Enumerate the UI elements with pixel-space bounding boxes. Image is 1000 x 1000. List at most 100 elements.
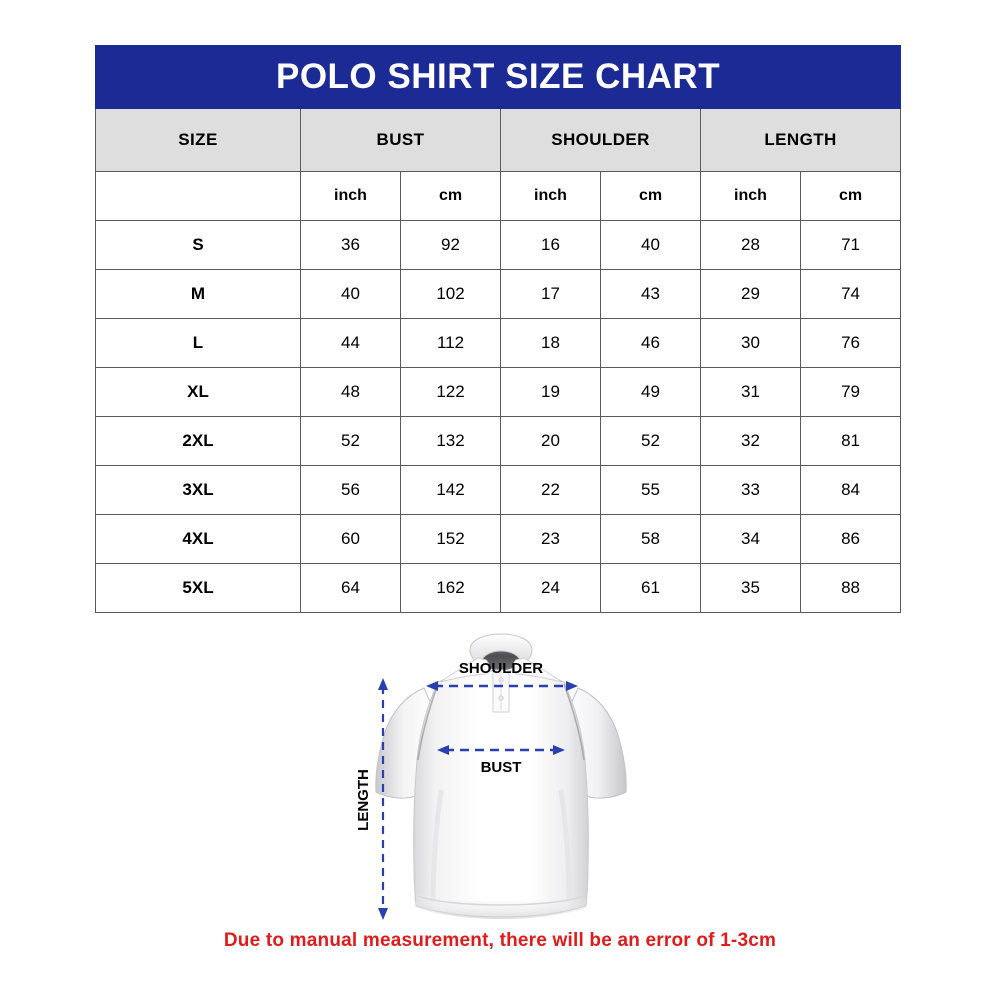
- value-cell-bust-inch: 48: [300, 367, 401, 417]
- value-cell-bust-inch: 44: [300, 318, 401, 368]
- value-cell-length-cm: 84: [799, 465, 902, 515]
- unit-blank-cell: [95, 171, 301, 221]
- column-group-bust: BUST: [300, 108, 501, 172]
- placket-button-bottom: [498, 695, 504, 701]
- table-row: M 40 102 17 43 29 74: [95, 269, 902, 319]
- value-cell-bust-inch: 56: [300, 465, 401, 515]
- length-label: LENGTH: [355, 769, 372, 831]
- collar-left-wing: [439, 657, 490, 683]
- length-arrowhead-bottom: [378, 908, 388, 920]
- unit-bust-inch: inch: [300, 171, 401, 221]
- value-cell-length-inch: 35: [700, 563, 801, 613]
- table-row: XL 48 122 19 49 31 79: [95, 367, 902, 417]
- measurement-diagram: SHOULDER BUST LENGTH: [0, 620, 1000, 940]
- shoulder-measure-group: SHOULDER: [426, 660, 578, 691]
- size-cell: M: [95, 269, 301, 319]
- value-cell-bust-cm: 122: [400, 367, 501, 417]
- shirt-graphic: [375, 633, 627, 919]
- bust-arrowhead-left: [437, 745, 449, 755]
- value-cell-shoulder-inch: 16: [500, 220, 601, 270]
- group-header-row: SIZE BUST SHOULDER LENGTH: [95, 108, 902, 172]
- value-cell-shoulder-cm: 43: [600, 269, 701, 319]
- measurement-disclaimer: Due to manual measurement, there will be…: [223, 930, 777, 951]
- value-cell-bust-cm: 142: [400, 465, 501, 515]
- bust-arrowhead-right: [553, 745, 565, 755]
- column-group-size: SIZE: [95, 108, 301, 172]
- value-cell-length-inch: 30: [700, 318, 801, 368]
- value-cell-length-cm: 79: [799, 367, 902, 417]
- value-cell-bust-inch: 52: [300, 416, 401, 466]
- polo-shirt-illustration: SHOULDER BUST LENGTH: [355, 633, 627, 920]
- value-cell-length-cm: 76: [799, 318, 902, 368]
- value-cell-shoulder-cm: 58: [600, 514, 701, 564]
- size-cell: 3XL: [95, 465, 301, 515]
- table-row: S 36 92 16 40 28 71: [95, 220, 902, 270]
- bust-measure-group: BUST: [437, 745, 565, 776]
- value-cell-shoulder-cm: 61: [600, 563, 701, 613]
- value-cell-length-inch: 33: [700, 465, 801, 515]
- shoulder-arrowhead-left: [426, 681, 438, 691]
- value-cell-length-cm: 86: [799, 514, 902, 564]
- value-cell-shoulder-inch: 20: [500, 416, 601, 466]
- length-arrowhead-top: [378, 678, 388, 690]
- value-cell-length-cm: 88: [799, 563, 902, 613]
- unit-header-row: inch cm inch cm inch cm: [95, 171, 902, 221]
- value-cell-length-cm: 81: [799, 416, 902, 466]
- size-cell: XL: [95, 367, 301, 417]
- shoulder-arrowhead-right: [566, 681, 578, 691]
- value-cell-shoulder-inch: 18: [500, 318, 601, 368]
- value-cell-bust-inch: 64: [300, 563, 401, 613]
- size-cell: 2XL: [95, 416, 301, 466]
- placket-button-top: [498, 677, 504, 683]
- unit-shoulder-inch: inch: [500, 171, 601, 221]
- value-cell-bust-cm: 92: [400, 220, 501, 270]
- value-cell-bust-cm: 162: [400, 563, 501, 613]
- value-cell-length-inch: 28: [700, 220, 801, 270]
- value-cell-length-cm: 74: [799, 269, 902, 319]
- value-cell-bust-cm: 132: [400, 416, 501, 466]
- table-row: 5XL 64 162 24 61 35 88: [95, 563, 902, 613]
- length-measure-group: LENGTH: [355, 678, 388, 920]
- value-cell-bust-cm: 112: [400, 318, 501, 368]
- collar-right-wing: [512, 657, 563, 683]
- value-cell-bust-inch: 36: [300, 220, 401, 270]
- value-cell-length-cm: 71: [799, 220, 902, 270]
- size-cell: S: [95, 220, 301, 270]
- value-cell-bust-cm: 102: [400, 269, 501, 319]
- page-title: POLO SHIRT SIZE CHART: [94, 45, 902, 109]
- value-cell-length-inch: 29: [700, 269, 801, 319]
- value-cell-bust-inch: 40: [300, 269, 401, 319]
- shoulder-label: SHOULDER: [459, 660, 543, 677]
- title-row: POLO SHIRT SIZE CHART: [94, 45, 902, 109]
- size-cell: 5XL: [95, 563, 301, 613]
- value-cell-shoulder-cm: 55: [600, 465, 701, 515]
- unit-length-cm: cm: [799, 171, 902, 221]
- value-cell-shoulder-inch: 24: [500, 563, 601, 613]
- table-row: L 44 112 18 46 30 76: [95, 318, 902, 368]
- value-cell-bust-cm: 152: [400, 514, 501, 564]
- size-chart-table: POLO SHIRT SIZE CHART SIZE BUST SHOULDER…: [94, 45, 902, 613]
- value-cell-length-inch: 32: [700, 416, 801, 466]
- table-row: 4XL 60 152 23 58 34 86: [95, 514, 902, 564]
- body-fold-left: [430, 789, 444, 903]
- value-cell-shoulder-cm: 40: [600, 220, 701, 270]
- column-group-shoulder: SHOULDER: [500, 108, 701, 172]
- value-cell-length-inch: 31: [700, 367, 801, 417]
- shirt-hem-line: [417, 895, 585, 906]
- left-armhole-seam: [417, 683, 439, 761]
- size-rows-body: S 36 92 16 40 28 71 M 40 102 17 43 29 74 L 44 112 18 46 30 7…: [95, 220, 902, 613]
- value-cell-shoulder-cm: 46: [600, 318, 701, 368]
- value-cell-shoulder-inch: 22: [500, 465, 601, 515]
- body-fold-right: [558, 789, 572, 903]
- size-cell: 4XL: [95, 514, 301, 564]
- column-group-length: LENGTH: [699, 108, 902, 172]
- value-cell-length-inch: 34: [700, 514, 801, 564]
- value-cell-shoulder-inch: 19: [500, 367, 601, 417]
- value-cell-shoulder-cm: 49: [600, 367, 701, 417]
- size-cell: L: [95, 318, 301, 368]
- unit-length-inch: inch: [700, 171, 801, 221]
- value-cell-shoulder-inch: 17: [500, 269, 601, 319]
- value-cell-shoulder-inch: 23: [500, 514, 601, 564]
- bust-label: BUST: [481, 759, 522, 776]
- unit-bust-cm: cm: [400, 171, 501, 221]
